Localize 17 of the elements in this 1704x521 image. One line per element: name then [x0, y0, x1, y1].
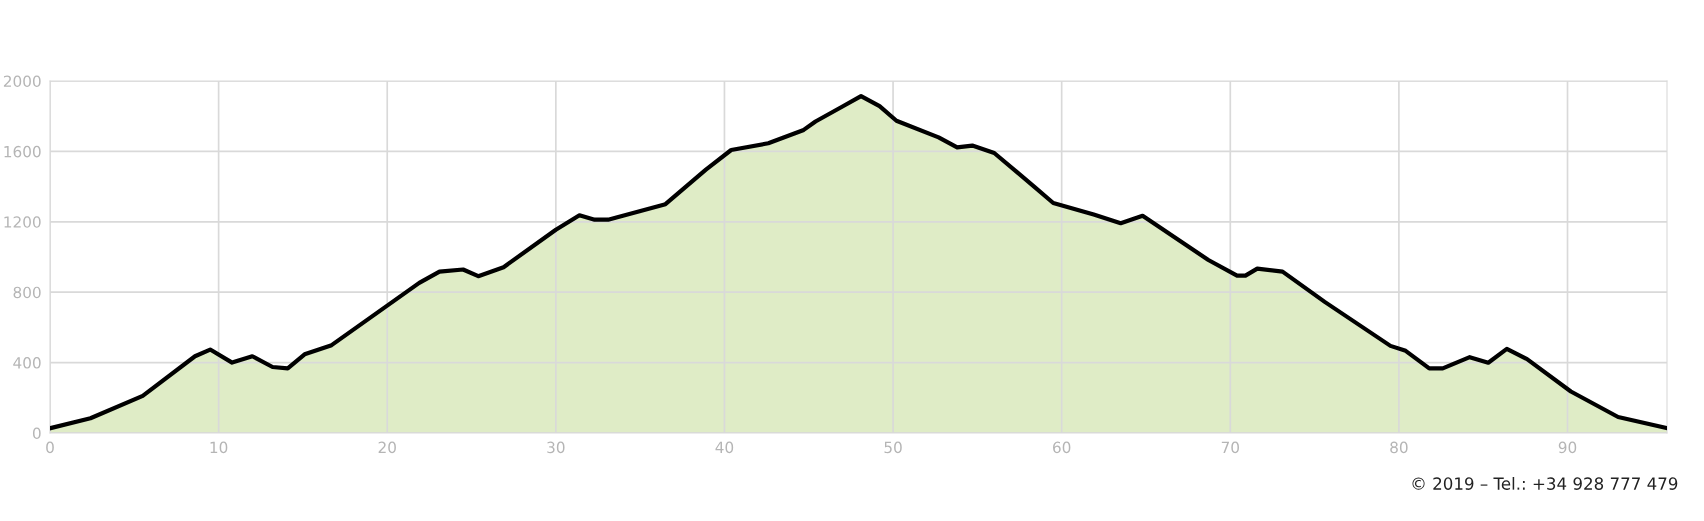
x-tick-label: 90	[1558, 441, 1577, 454]
y-tick-label: 400	[13, 357, 41, 369]
x-tick-label: 50	[884, 441, 902, 454]
y-tick-label: 2000	[3, 75, 41, 88]
y-tick-label: 1600	[4, 145, 41, 158]
x-tick-label: 10	[210, 441, 228, 454]
x-tick-label: 40	[715, 441, 734, 454]
x-tick-label: 20	[378, 441, 396, 454]
x-tick-label: 30	[547, 441, 565, 454]
text: © 2019 – Tel.: +34 928 777 479	[1412, 476, 1678, 490]
x-tick-label: 60	[1053, 441, 1071, 454]
x-tick-label: 0	[46, 441, 54, 454]
y-tick-label: 0	[32, 427, 41, 440]
y-tick-label: 1200	[4, 216, 41, 228]
y-tick-label: 800	[13, 286, 41, 299]
x-tick-label: 80	[1390, 441, 1408, 454]
x-tick-label: 70	[1221, 441, 1239, 454]
